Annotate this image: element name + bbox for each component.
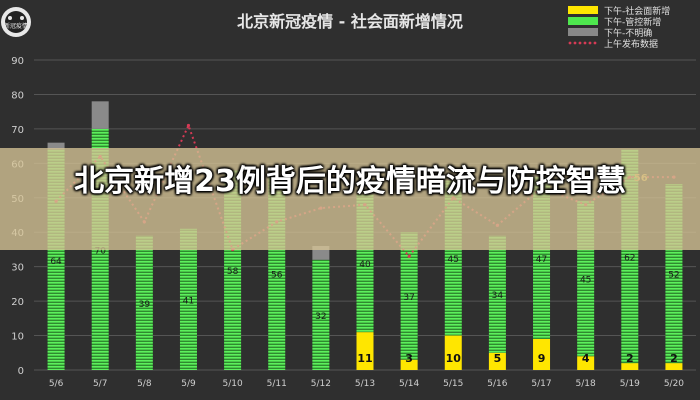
social-value-label: 2 [670, 352, 678, 365]
social-value-label: 2 [626, 352, 634, 365]
controlled-value-label: 32 [315, 312, 326, 322]
y-tick-label: 70 [11, 125, 24, 136]
controlled-value-label: 56 [271, 271, 283, 281]
legend-swatch-dot [593, 41, 597, 45]
controlled-value-label: 47 [536, 255, 547, 265]
legend-swatch [568, 28, 598, 36]
x-tick-label: 5/10 [222, 379, 242, 389]
controlled-value-label: 70 [94, 246, 106, 256]
x-tick-label: 5/14 [399, 379, 419, 389]
social-value-label: 10 [446, 352, 462, 365]
y-tick-label: 10 [11, 332, 24, 343]
bar-unclear [91, 101, 109, 129]
legend-swatch-dot [573, 41, 577, 45]
bar-controlled [135, 235, 153, 370]
x-axis-ticks: 5/6 5/7 5/8 5/9 5/10 5/11 5/12 5/13 5/14 5/15 5/16… [49, 379, 684, 389]
logo-caption: 新冠疫情 [4, 22, 28, 30]
controlled-value-label: 41 [183, 296, 194, 306]
legend-label: 下午-社会面新增 [604, 5, 670, 17]
controlled-value-label: 37 [403, 293, 414, 303]
social-value-label: 3 [405, 352, 413, 365]
bar-controlled [488, 235, 506, 353]
legend-label: 下午-不明确 [604, 27, 652, 39]
x-tick-label: 5/11 [267, 379, 287, 389]
controlled-value-label: 45 [448, 255, 459, 265]
chart-title: 北京新冠疫情 - 社会面新增情况 [237, 12, 463, 31]
x-tick-label: 5/20 [664, 379, 684, 389]
bar-controlled [400, 232, 418, 360]
bar-social [444, 335, 462, 370]
legend-swatch-dot [583, 41, 587, 45]
bar-social [665, 363, 683, 370]
social-value-label: 5 [494, 352, 502, 365]
virus-logo-icon: 新冠疫情 [1, 7, 31, 37]
y-tick-label: 90 [11, 56, 24, 67]
x-tick-label: 5/16 [487, 379, 507, 389]
bar-social [400, 359, 418, 370]
headline-text: 北京新增23例背后的疫情暗流与防控智慧 [74, 164, 626, 199]
x-tick-label: 5/17 [531, 379, 551, 389]
x-tick-label: 5/15 [443, 379, 463, 389]
bar-unclear [47, 142, 65, 150]
x-tick-label: 5/8 [137, 379, 152, 389]
bar-social [621, 363, 639, 370]
bar-social [533, 339, 551, 370]
legend-swatch-dot [578, 41, 582, 45]
controlled-value-label: 52 [668, 271, 679, 281]
bar-controlled [179, 228, 197, 370]
x-tick-label: 5/7 [93, 379, 107, 389]
social-value-label: 4 [582, 352, 590, 365]
controlled-value-label: 39 [139, 300, 151, 310]
social-value-label: 11 [357, 352, 372, 365]
x-tick-label: 5/13 [355, 379, 375, 389]
x-tick-label: 5/9 [181, 379, 196, 389]
x-tick-label: 5/19 [620, 379, 640, 389]
bar-social [577, 356, 595, 370]
headline-banner [0, 148, 700, 250]
legend-swatch-dot [568, 41, 572, 45]
controlled-value-label: 40 [359, 260, 371, 270]
morning-line-point [186, 123, 191, 128]
controlled-value-label: 58 [227, 267, 239, 277]
morning-line-point [407, 254, 411, 258]
legend-label: 下午-管控新增 [604, 16, 661, 28]
y-tick-label: 30 [11, 263, 24, 274]
bar-social [356, 332, 374, 370]
legend-swatch [568, 6, 598, 14]
legend-swatch [568, 17, 598, 25]
social-value-label: 9 [538, 352, 546, 365]
bar-social [488, 352, 506, 370]
x-tick-label: 5/18 [576, 379, 596, 389]
bar-controlled [312, 259, 330, 370]
y-tick-label: 20 [11, 297, 24, 308]
controlled-value-label: 34 [492, 291, 504, 301]
controlled-value-label: 64 [50, 257, 62, 267]
controlled-value-label: 45 [580, 276, 591, 286]
y-tick-label: 0 [18, 366, 24, 377]
x-tick-label: 5/6 [49, 379, 64, 389]
y-tick-label: 80 [11, 90, 24, 101]
x-tick-label: 5/12 [311, 379, 331, 389]
controlled-value-label: 62 [624, 253, 635, 263]
legend-swatch-dot [588, 41, 592, 45]
legend-label: 上午发布数据 [604, 38, 658, 50]
